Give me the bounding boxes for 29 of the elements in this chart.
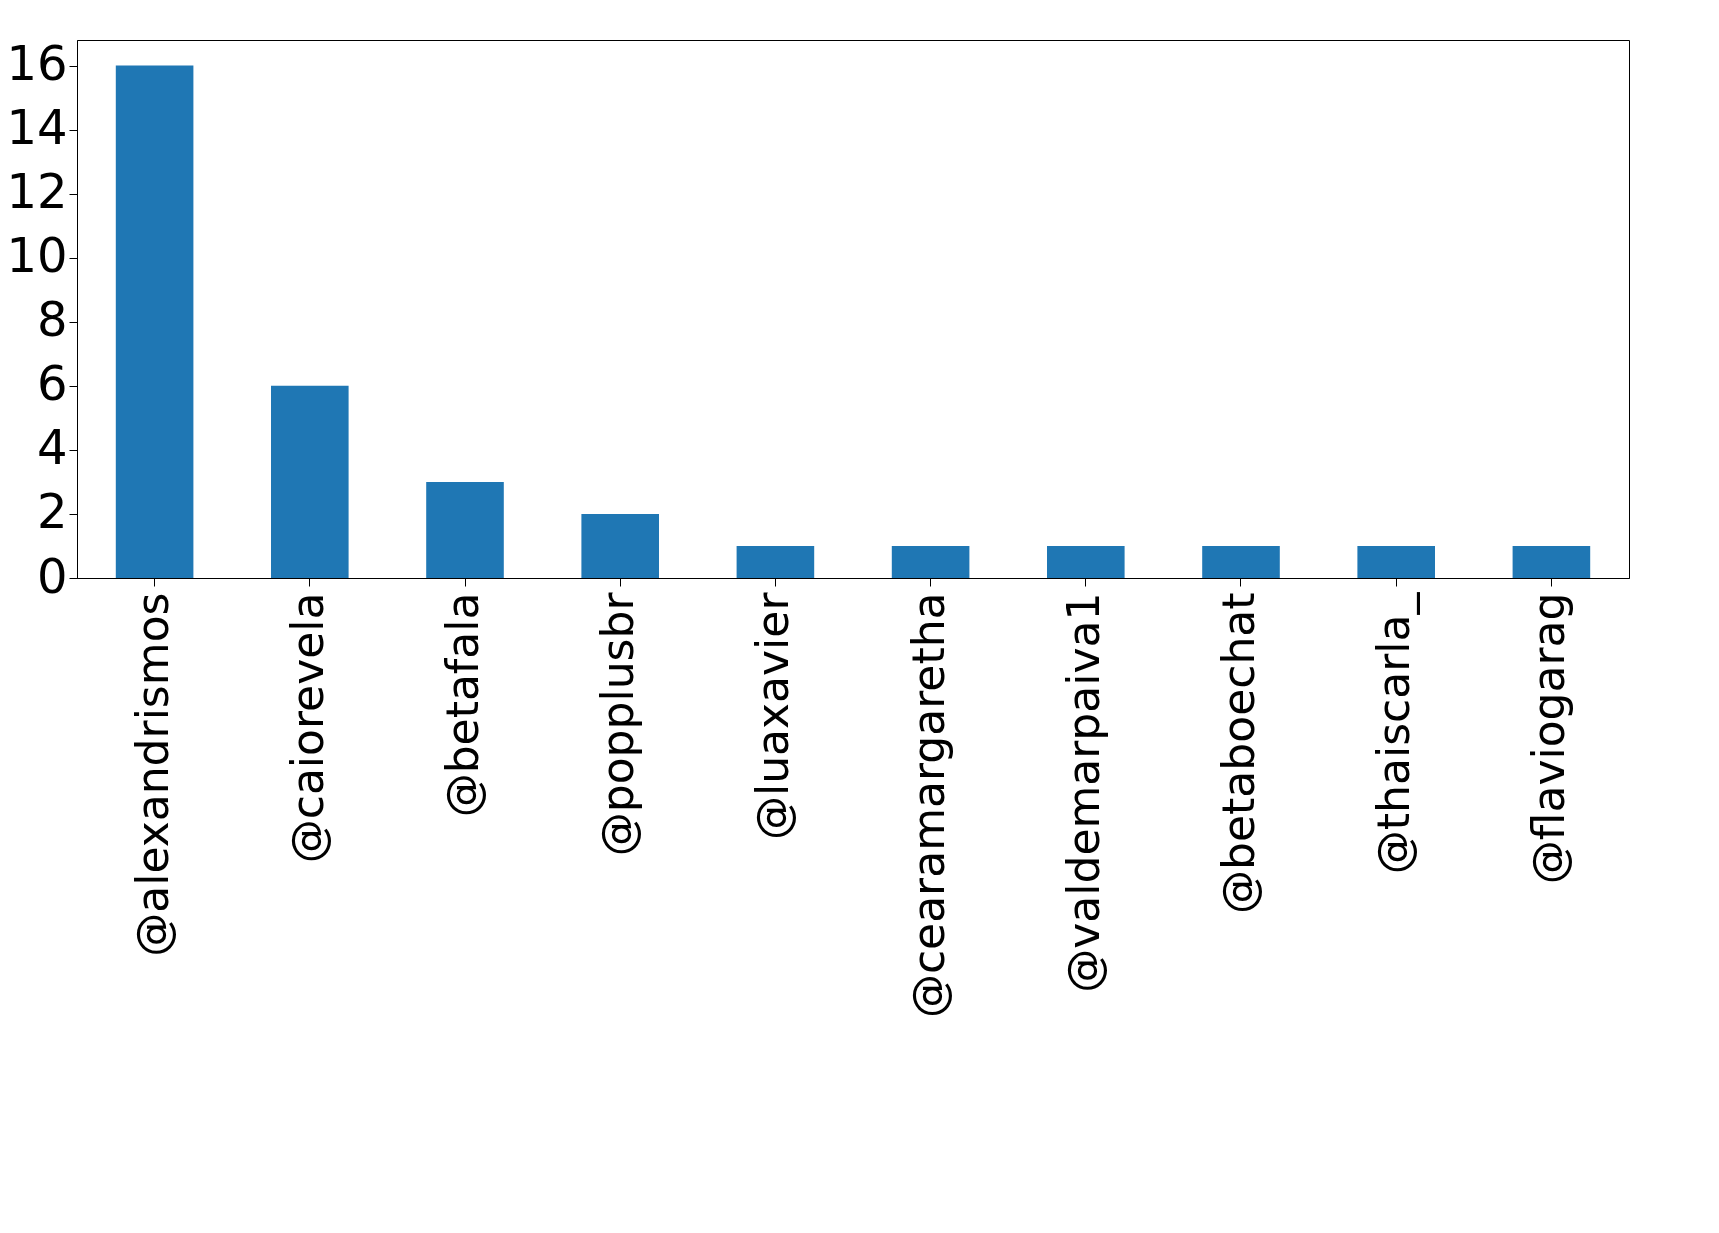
- x-tick-label: @thaiscarla_: [1368, 591, 1421, 875]
- x-tick-label: @valdemarpaiva1: [1057, 592, 1109, 993]
- x-tick-label: @betaboechat: [1213, 592, 1264, 914]
- bar: [1512, 545, 1591, 578]
- x-tick-label: @cearamargaretha: [902, 592, 954, 1019]
- bar: [271, 385, 349, 578]
- y-tick-label: 6: [36, 355, 68, 412]
- x-tick-label: @luaxavier: [747, 591, 799, 840]
- y-tick-label: 8: [36, 291, 68, 348]
- x-tick-label: @popplusbr: [592, 591, 644, 857]
- bar: [1357, 545, 1435, 578]
- bar: [736, 545, 815, 578]
- x-tick-label: @caiorevela: [281, 592, 333, 864]
- x-tick-label: @betafala: [437, 592, 488, 818]
- bar: [1047, 545, 1125, 578]
- y-tick-label: 0: [36, 547, 68, 604]
- y-tick-label: 12: [6, 163, 68, 220]
- y-tick-label: 14: [6, 99, 68, 156]
- y-tick-label: 10: [6, 227, 68, 284]
- bar: [891, 545, 970, 578]
- bar: [581, 513, 659, 578]
- x-tick-label: @flaviogarag: [1523, 592, 1575, 885]
- y-tick-label: 2: [36, 483, 68, 540]
- bar: [1202, 545, 1280, 578]
- x-tick-label: @alexandrismos: [126, 592, 178, 957]
- y-tick-label: 16: [6, 35, 68, 92]
- y-tick-label: 4: [36, 419, 68, 476]
- bar: [426, 481, 504, 578]
- bar: [115, 65, 194, 578]
